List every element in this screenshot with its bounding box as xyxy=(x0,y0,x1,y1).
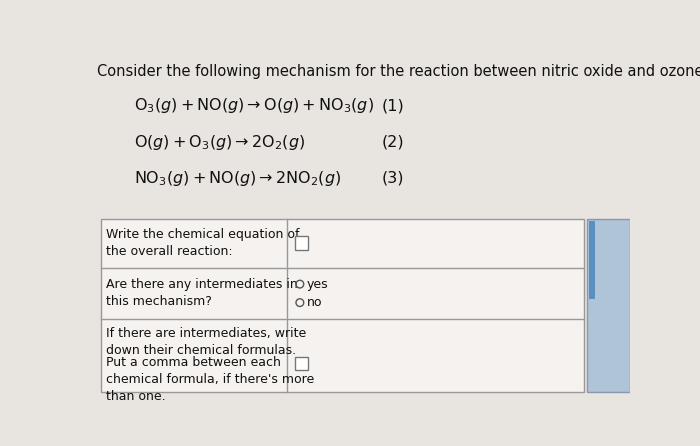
Text: Consider the following mechanism for the reaction between nitric oxide and ozone: Consider the following mechanism for the… xyxy=(97,64,700,79)
Text: yes: yes xyxy=(307,277,328,291)
Text: Put a comma between each
chemical formula, if there's more
than one.: Put a comma between each chemical formul… xyxy=(106,356,314,403)
Text: $\mathrm{O}(g) + \mathrm{O_3}(g) \rightarrow 2\mathrm{O_2}(g)$: $\mathrm{O}(g) + \mathrm{O_3}(g) \righta… xyxy=(134,132,305,152)
Text: Write the chemical equation of
the overall reaction:: Write the chemical equation of the overa… xyxy=(106,228,300,258)
Text: (3): (3) xyxy=(382,171,405,186)
Bar xyxy=(295,356,307,370)
Text: $\mathrm{O_3}(g) + \mathrm{NO}(g) \rightarrow \mathrm{O}(g) + \mathrm{NO_3}(g)$: $\mathrm{O_3}(g) + \mathrm{NO}(g) \right… xyxy=(134,96,374,116)
Bar xyxy=(102,219,584,392)
Text: (2): (2) xyxy=(382,135,405,149)
Text: $\mathrm{NO_3}(g) + \mathrm{NO}(g) \rightarrow 2\mathrm{NO_2}(g)$: $\mathrm{NO_3}(g) + \mathrm{NO}(g) \righ… xyxy=(134,169,341,188)
Text: Are there any intermediates in
this mechanism?: Are there any intermediates in this mech… xyxy=(106,278,298,308)
Bar xyxy=(587,219,630,392)
Text: If there are intermediates, write
down their chemical formulas.: If there are intermediates, write down t… xyxy=(106,327,307,357)
Bar xyxy=(295,236,307,250)
Text: (1): (1) xyxy=(382,99,405,113)
Text: no: no xyxy=(307,296,322,309)
Bar xyxy=(589,221,595,298)
